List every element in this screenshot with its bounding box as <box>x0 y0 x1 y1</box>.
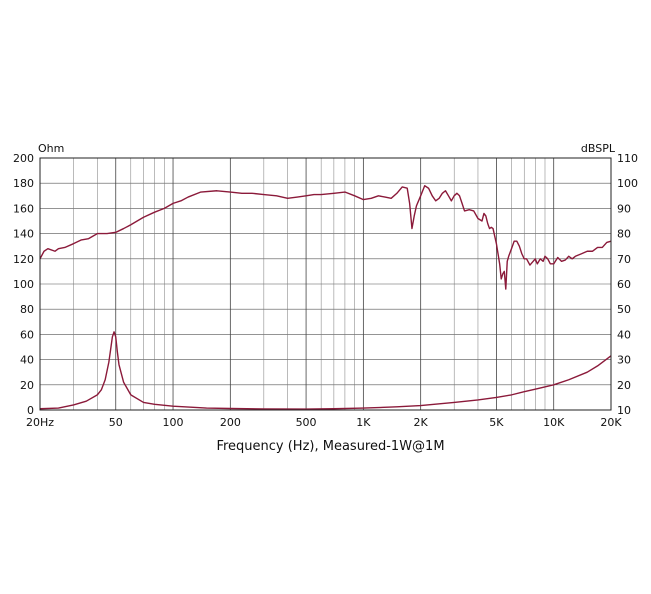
y-left-tick-label: 100 <box>13 278 34 291</box>
x-tick-label: 5K <box>489 416 504 429</box>
y-left-tick-label: 80 <box>20 303 34 316</box>
x-tick-label: 200 <box>220 416 241 429</box>
y-right-tick-label: 90 <box>617 202 631 215</box>
y-left-unit: Ohm <box>38 142 64 155</box>
y-left-tick-label: 40 <box>20 354 34 367</box>
y-left-tick-label: 60 <box>20 328 34 341</box>
y-left-tick-label: 120 <box>13 253 34 266</box>
y-left-tick-label: 140 <box>13 228 34 241</box>
x-tick-label: 50 <box>109 416 123 429</box>
x-tick-label: 20Hz <box>26 416 54 429</box>
y-right-tick-label: 20 <box>617 379 631 392</box>
y-right-tick-label: 50 <box>617 303 631 316</box>
impedance-curve <box>39 331 612 410</box>
y-right-tick-label: 80 <box>617 228 631 241</box>
y-left-tick-label: 20 <box>20 379 34 392</box>
x-tick-label: 100 <box>163 416 184 429</box>
y-right-tick-label: 110 <box>617 152 638 165</box>
chart-curves <box>39 185 612 410</box>
y-right-tick-label: 60 <box>617 278 631 291</box>
y-right-tick-label: 30 <box>617 354 631 367</box>
y-right-tick-label: 70 <box>617 253 631 266</box>
axis-labels: 20Hz 50 100 200 500 1K 2K 5K 10K 20K 0 20 40 60 80 100 1… <box>13 142 638 454</box>
chart-grid <box>39 157 612 411</box>
y-left-tick-label: 160 <box>13 202 34 215</box>
x-tick-label: 20K <box>600 416 622 429</box>
x-axis-title: Frequency (Hz), Measured-1W@1M <box>216 439 444 454</box>
y-left-tick-label: 180 <box>13 177 34 190</box>
x-tick-label: 2K <box>414 416 429 429</box>
y-right-tick-label: 100 <box>617 177 638 190</box>
y-left-tick-label: 0 <box>27 404 34 417</box>
y-right-tick-label: 10 <box>617 404 631 417</box>
y-left-tick-label: 200 <box>13 152 34 165</box>
y-right-unit: dBSPL <box>581 142 616 155</box>
spl-response-curve <box>39 185 612 290</box>
x-tick-label: 1K <box>356 416 371 429</box>
x-tick-label: 500 <box>296 416 317 429</box>
plot-frame <box>39 157 612 411</box>
y-right-tick-label: 40 <box>617 328 631 341</box>
x-tick-label: 10K <box>543 416 565 429</box>
